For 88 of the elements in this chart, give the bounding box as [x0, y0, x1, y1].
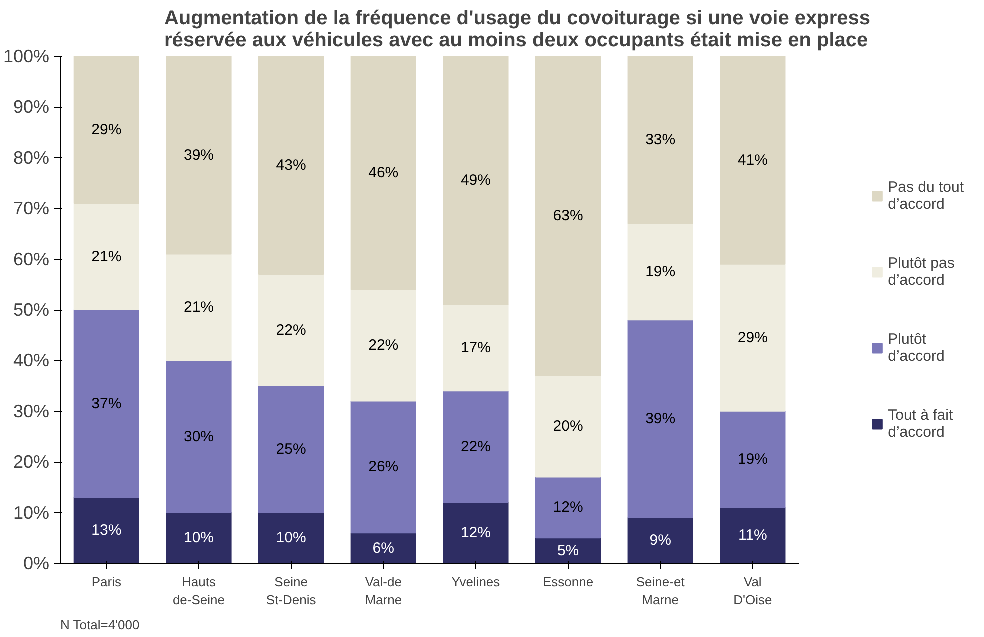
bar — [628, 56, 694, 224]
x-tick-label: Yvelines — [452, 574, 501, 590]
bar — [258, 512, 324, 564]
x-tick-label: Seine-et Marne — [636, 574, 686, 608]
bar — [443, 390, 509, 504]
bar — [628, 517, 694, 564]
bar — [443, 56, 509, 306]
bar — [720, 410, 786, 508]
data-label: 22% — [460, 438, 491, 456]
bar — [74, 310, 140, 498]
y-tick-label: 30% — [13, 401, 50, 422]
y-tick-label: 100% — [3, 46, 50, 66]
y-tick-label: 90% — [13, 97, 50, 118]
data-label: 9% — [650, 532, 672, 550]
chart-title: Augmentation de la fréquence d'usage du covoiturage si une voie express réservée aux véhicules avec au moins deux occupants était mise en place — [164, 8, 871, 52]
bar — [350, 532, 416, 564]
bar — [74, 497, 140, 564]
bar — [443, 304, 509, 392]
bar — [166, 512, 232, 564]
bar — [350, 289, 416, 402]
x-tick-label: Paris — [92, 574, 122, 590]
data-label: 26% — [368, 458, 399, 476]
data-label: 21% — [92, 248, 122, 266]
x-tick-label: Essonne — [542, 574, 594, 590]
data-label: 19% — [646, 263, 676, 280]
data-label: 29% — [738, 329, 768, 346]
data-label: 12% — [553, 499, 584, 516]
bar — [535, 476, 602, 539]
bar — [720, 264, 786, 412]
data-label: 22% — [368, 336, 399, 354]
data-label: 5% — [557, 542, 580, 560]
x-tick-label: Seine St-Denis — [266, 574, 317, 608]
data-label: 43% — [276, 157, 306, 174]
y-tick-label: 70% — [13, 198, 50, 219]
bar — [535, 375, 602, 478]
text: N Total=4'000 — [60, 618, 140, 632]
y-tick-label: 60% — [13, 249, 50, 270]
bar — [74, 203, 140, 310]
data-label: 12% — [460, 524, 491, 542]
data-label: 6% — [372, 540, 394, 557]
bar — [720, 56, 786, 265]
legend-label: Tout à fait d’accord — [888, 406, 954, 442]
legend-label: Plutôt pas d’accord — [888, 254, 955, 290]
x-tick-label: Hauts de-Seine — [172, 574, 226, 608]
data-label: 37% — [92, 395, 122, 412]
data-label: 63% — [553, 208, 584, 225]
data-label: 10% — [276, 530, 306, 547]
bar — [258, 274, 324, 387]
data-label: 49% — [460, 172, 491, 190]
bar — [350, 56, 416, 290]
y-tick-label: 50% — [13, 300, 50, 320]
x-tick-label: Val-de Marne — [365, 574, 402, 608]
data-label: 13% — [92, 522, 122, 540]
y-tick-label: 20% — [13, 452, 50, 472]
data-label: 17% — [460, 340, 491, 357]
bar — [350, 400, 416, 534]
legend-label: Plutôt d’accord — [888, 330, 945, 366]
y-tick-label: 10% — [13, 502, 50, 523]
data-label: 20% — [553, 418, 584, 436]
data-label: 39% — [184, 146, 214, 164]
x-tick-label: Val D'Oise — [734, 574, 772, 608]
bar — [628, 223, 694, 321]
data-label: 10% — [184, 530, 214, 547]
data-label: 29% — [92, 122, 122, 139]
legend-label: Pas du tout d’accord — [888, 178, 964, 214]
data-label: 46% — [368, 164, 399, 182]
y-tick-label: 0% — [23, 554, 50, 574]
bar — [166, 254, 232, 362]
bar — [258, 56, 324, 276]
y-tick-label: 80% — [13, 148, 50, 168]
data-label: 22% — [276, 322, 306, 339]
data-label: 41% — [738, 152, 768, 169]
data-label: 39% — [646, 410, 676, 428]
data-label: 11% — [738, 527, 768, 544]
data-label: 30% — [184, 428, 214, 446]
bar — [443, 502, 509, 564]
y-tick-label: 40% — [13, 350, 50, 371]
bar — [166, 360, 232, 514]
bar — [74, 56, 140, 204]
bar — [628, 320, 694, 518]
bar — [258, 386, 324, 514]
bar — [535, 56, 602, 376]
data-label: 19% — [738, 451, 768, 468]
bar — [166, 56, 232, 255]
data-label: 33% — [646, 132, 676, 149]
data-label: 25% — [276, 440, 306, 458]
data-label: 21% — [184, 298, 214, 316]
bar — [720, 507, 786, 564]
